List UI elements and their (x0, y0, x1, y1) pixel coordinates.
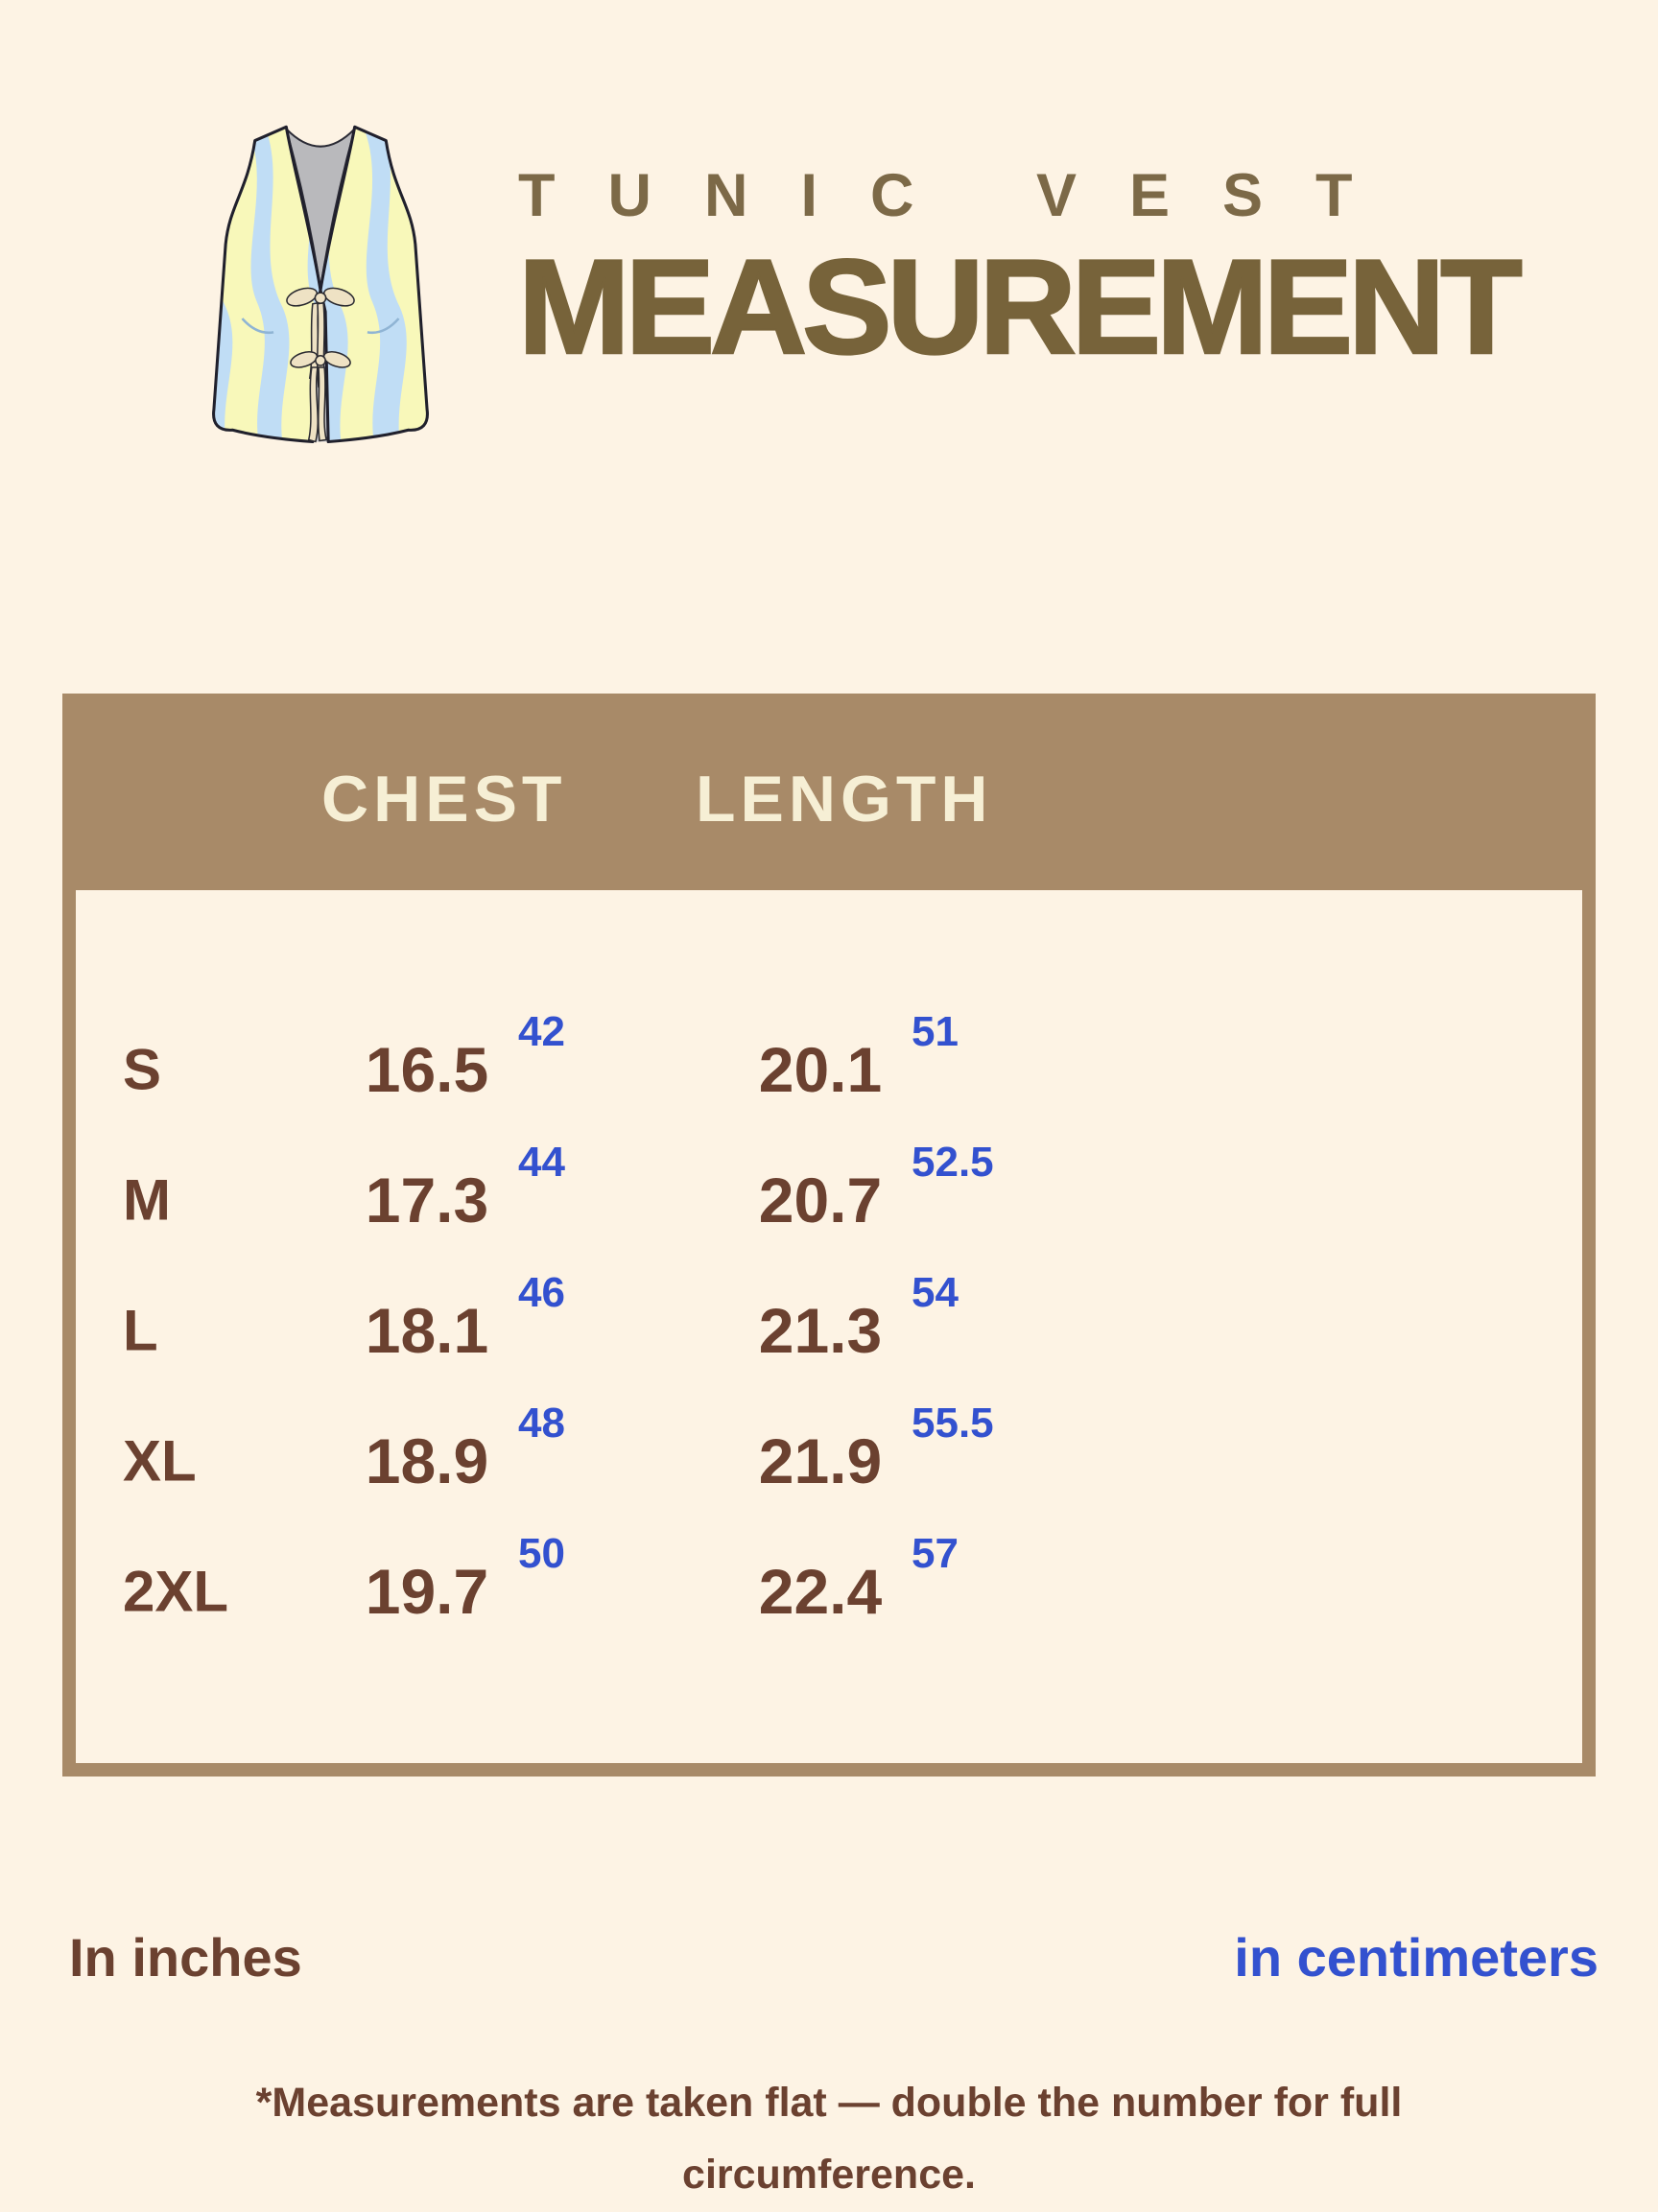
table-row: L 18.1 46 21.3 54 (76, 1265, 1582, 1396)
length-inches-value: 22.4 (758, 1556, 883, 1627)
size-label: XL (123, 1428, 197, 1494)
length-cm-value: 51 (912, 1008, 959, 1055)
chest-cm-value: 44 (518, 1139, 565, 1186)
table-row: 2XL 19.7 50 22.4 57 (76, 1526, 1582, 1657)
vest-seam-left (241, 318, 274, 335)
length-cm-value: 55.5 (912, 1400, 994, 1447)
size-label: 2XL (123, 1559, 229, 1624)
length-cell: 21.3 54 (686, 1269, 959, 1367)
vest-ribbon-ties (286, 287, 355, 443)
length-cm-value: 57 (912, 1530, 959, 1577)
length-inches-value: 21.3 (758, 1295, 883, 1366)
size-label: S (123, 1037, 162, 1102)
header: TUNIC VEST MEASUREMENT (517, 161, 1524, 382)
table-row: S 16.5 42 20.1 51 (76, 1004, 1582, 1135)
chest-inches-value: 16.5 (365, 1034, 489, 1105)
column-header-chest: CHEST (321, 762, 567, 835)
vest-seam-right (367, 318, 400, 335)
chest-cell: 18.1 46 (293, 1269, 565, 1367)
chest-cell: 17.3 44 (293, 1139, 565, 1236)
length-inches-value: 21.9 (758, 1425, 883, 1496)
table-row: M 17.3 44 20.7 52.5 (76, 1135, 1582, 1265)
length-cell: 20.1 51 (686, 1008, 959, 1106)
length-cell: 22.4 57 (686, 1530, 959, 1628)
vest-left-panel-outline (212, 125, 322, 444)
vest-right-panel-outline (319, 125, 429, 444)
chest-cm-value: 48 (518, 1400, 565, 1447)
length-cm-value: 54 (912, 1269, 959, 1316)
measurement-footnote: *Measurements are taken flat — double th… (255, 2080, 1403, 2199)
legend-centimeters: in centimeters (1234, 1927, 1599, 1988)
page-title: MEASUREMENT (517, 231, 1524, 382)
measurement-table: CHEST LENGTH S 16.5 42 20.1 51 M 17.3 4 (62, 694, 1596, 1777)
length-inches-value: 20.1 (758, 1034, 883, 1105)
chest-cm-value: 50 (518, 1530, 565, 1577)
table-body: S 16.5 42 20.1 51 M 17.3 44 20.7 5 (76, 890, 1582, 1657)
chest-cell: 18.9 48 (293, 1400, 565, 1497)
table-header-band: CHEST LENGTH (76, 707, 1582, 890)
tunic-vest-illustration (212, 125, 429, 444)
legend-inches: In inches (69, 1927, 302, 1988)
length-inches-value: 20.7 (758, 1165, 883, 1235)
product-name: TUNIC VEST (518, 162, 1406, 229)
chest-inches-value: 17.3 (365, 1165, 489, 1235)
length-cell: 21.9 55.5 (686, 1400, 994, 1497)
table-row: XL 18.9 48 21.9 55.5 (76, 1396, 1582, 1526)
size-label: M (123, 1167, 171, 1233)
chest-cm-value: 46 (518, 1269, 565, 1316)
chest-cell: 16.5 42 (293, 1008, 565, 1106)
size-label: L (123, 1298, 158, 1363)
chest-inches-value: 18.1 (365, 1295, 489, 1366)
chest-cm-value: 42 (518, 1008, 565, 1055)
length-cell: 20.7 52.5 (686, 1139, 994, 1236)
chest-inches-value: 19.7 (365, 1556, 489, 1627)
chest-inches-value: 18.9 (365, 1425, 489, 1496)
chest-cell: 19.7 50 (293, 1530, 565, 1628)
length-cm-value: 52.5 (912, 1139, 994, 1186)
column-header-length: LENGTH (696, 762, 993, 835)
